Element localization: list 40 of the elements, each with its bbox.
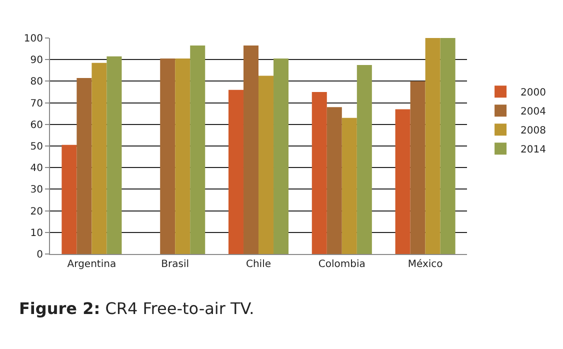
x-tick-label: Argentina xyxy=(67,259,116,270)
y-tick-label: 70 xyxy=(30,98,43,110)
caption: Figure 2: CR4 Free-to-air TV. xyxy=(19,299,254,318)
bar xyxy=(312,92,327,254)
bar xyxy=(342,118,357,254)
bar xyxy=(160,58,176,254)
x-tick-label: Brasil xyxy=(161,259,190,270)
y-tick-label: 40 xyxy=(30,163,43,174)
legend-label: 2014 xyxy=(520,144,546,156)
y-tick-label: 0 xyxy=(36,250,43,260)
x-tick-label: México xyxy=(408,259,443,270)
bar xyxy=(440,38,456,254)
bar xyxy=(274,58,289,254)
bar xyxy=(395,109,410,254)
legend-label: 2000 xyxy=(520,87,546,98)
bar xyxy=(190,46,206,254)
bar xyxy=(106,56,122,254)
y-tick-label: 80 xyxy=(30,76,43,88)
y-tick-label: 60 xyxy=(30,120,43,131)
bar xyxy=(76,78,92,254)
y-tick-label: 20 xyxy=(30,206,43,218)
bar xyxy=(410,81,426,254)
x-tick-label: Colombia xyxy=(318,259,366,270)
y-tick-label: 10 xyxy=(30,228,43,239)
bar xyxy=(62,144,77,254)
y-tick-label: 100 xyxy=(24,34,43,44)
y-tick-label: 50 xyxy=(30,142,43,152)
y-tick-label: 90 xyxy=(30,55,43,66)
bar xyxy=(326,107,342,254)
y-tick-label: 30 xyxy=(30,184,43,196)
bar xyxy=(175,58,190,254)
x-tick-label: Chile xyxy=(246,259,272,270)
legend-label: 2004 xyxy=(520,106,546,118)
bar xyxy=(356,65,372,254)
bar xyxy=(425,38,440,254)
bar xyxy=(243,46,258,254)
legend-label: 2008 xyxy=(520,125,546,136)
bar xyxy=(258,76,274,254)
bar xyxy=(228,90,244,254)
bar xyxy=(92,62,107,254)
